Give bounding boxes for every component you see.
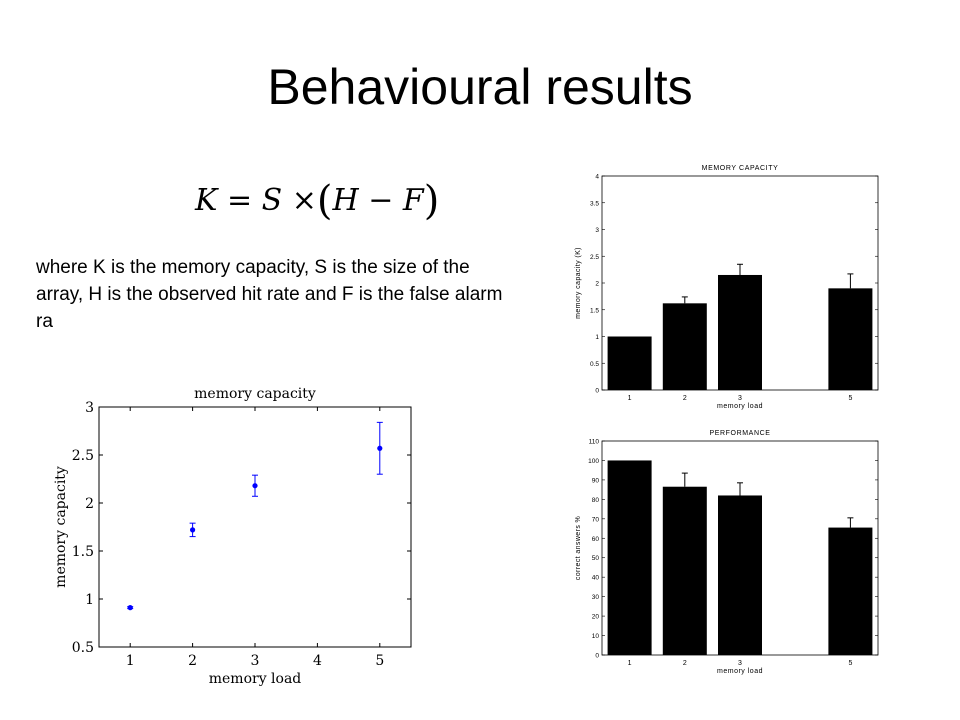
x-tick-label: 3 <box>738 660 742 667</box>
x-tick-label: 5 <box>848 395 852 402</box>
y-tick-label: 0 <box>595 653 599 660</box>
data-point <box>252 483 258 489</box>
y-tick-label: 3 <box>85 400 94 416</box>
formula-f: F <box>402 183 424 218</box>
y-tick-label: 0.5 <box>72 640 94 656</box>
bar <box>662 486 707 655</box>
y-tick-label: 4 <box>595 174 599 181</box>
formula-k: K <box>195 183 218 218</box>
x-axis-label: memory load <box>717 403 763 410</box>
y-tick-label: 1.5 <box>72 544 94 560</box>
formula-close-paren: ) <box>423 178 440 224</box>
bar <box>662 303 707 390</box>
plot-frame <box>98 406 412 648</box>
y-axis-label: memory capacity <box>53 466 69 588</box>
bar <box>718 274 762 390</box>
scatter-chart-memory-capacity: memory capacity 1 2 3 4 5 0.5 1 1.5 2 2.5 3 memory l… <box>53 386 412 687</box>
x-axis-label: memory load <box>209 671 302 687</box>
formula-h: H <box>332 183 359 218</box>
y-tick-label: 50 <box>592 555 600 562</box>
y-tick-label: 100 <box>588 458 599 465</box>
formula-times: × <box>291 183 317 218</box>
y-tick-label: 90 <box>592 477 600 484</box>
chart-title: MEMORY CAPACITY <box>702 165 779 172</box>
x-tick-label: 5 <box>848 660 852 667</box>
y-tick-label: 3.5 <box>590 200 599 207</box>
bar-chart-memory-capacity: MEMORY CAPACITY 1 2 3 5 0 0.5 1 1.5 2 2.5 3 3.5 4 memo… <box>575 165 879 410</box>
formula-open-paren: ( <box>316 178 333 224</box>
y-tick-label: 3 <box>595 227 599 234</box>
data-point <box>377 445 383 451</box>
x-tick-label: 1 <box>628 395 632 402</box>
formula-minus: − <box>368 183 394 218</box>
x-tick-label: 2 <box>188 653 197 669</box>
y-tick-label: 20 <box>592 614 600 621</box>
bar <box>607 336 652 390</box>
x-tick-label: 1 <box>628 660 632 667</box>
y-tick-label: 2 <box>85 496 94 512</box>
bar <box>828 288 873 390</box>
y-tick-label: 70 <box>592 516 600 523</box>
chart-title: PERFORMANCE <box>709 430 770 437</box>
y-tick-label: 1 <box>85 592 94 608</box>
formula-equals: = <box>226 183 253 218</box>
capacity-formula: K = S ×(H − F) <box>195 178 439 224</box>
y-tick-label: 10 <box>592 633 600 640</box>
chart-title: memory capacity <box>194 386 316 402</box>
y-tick-label: 1 <box>595 334 599 341</box>
bar <box>718 495 762 655</box>
y-tick-label: 2.5 <box>72 448 94 464</box>
x-axis-label: memory load <box>717 668 763 675</box>
x-tick-label: 1 <box>126 653 135 669</box>
data-point <box>190 527 196 533</box>
y-tick-label: 60 <box>592 536 600 543</box>
y-tick-label: 2.5 <box>590 254 599 261</box>
y-tick-label: 0 <box>595 388 599 395</box>
y-tick-label: 2 <box>595 281 599 288</box>
slide-title: Behavioural results <box>267 59 693 115</box>
y-tick-label: 0.5 <box>590 361 599 368</box>
y-axis-label: correct answers % <box>575 516 582 580</box>
x-tick-label: 5 <box>375 653 384 669</box>
y-tick-label: 110 <box>589 439 600 446</box>
data-point <box>127 605 133 611</box>
y-tick-label: 1.5 <box>590 307 599 314</box>
x-tick-label: 3 <box>738 395 742 402</box>
bar <box>828 527 873 655</box>
x-tick-label: 2 <box>683 395 687 402</box>
x-tick-label: 3 <box>251 653 260 669</box>
y-tick-label: 40 <box>592 575 600 582</box>
y-tick-label: 30 <box>592 594 600 601</box>
x-tick-label: 4 <box>313 653 322 669</box>
formula-s: S <box>261 183 283 218</box>
bar <box>607 460 652 655</box>
formula-description: where K is the memory capacity, S is the… <box>36 257 503 332</box>
y-axis-label: memory capacity (K) <box>575 247 582 319</box>
y-tick-label: 80 <box>592 497 600 504</box>
x-tick-label: 2 <box>683 660 687 667</box>
